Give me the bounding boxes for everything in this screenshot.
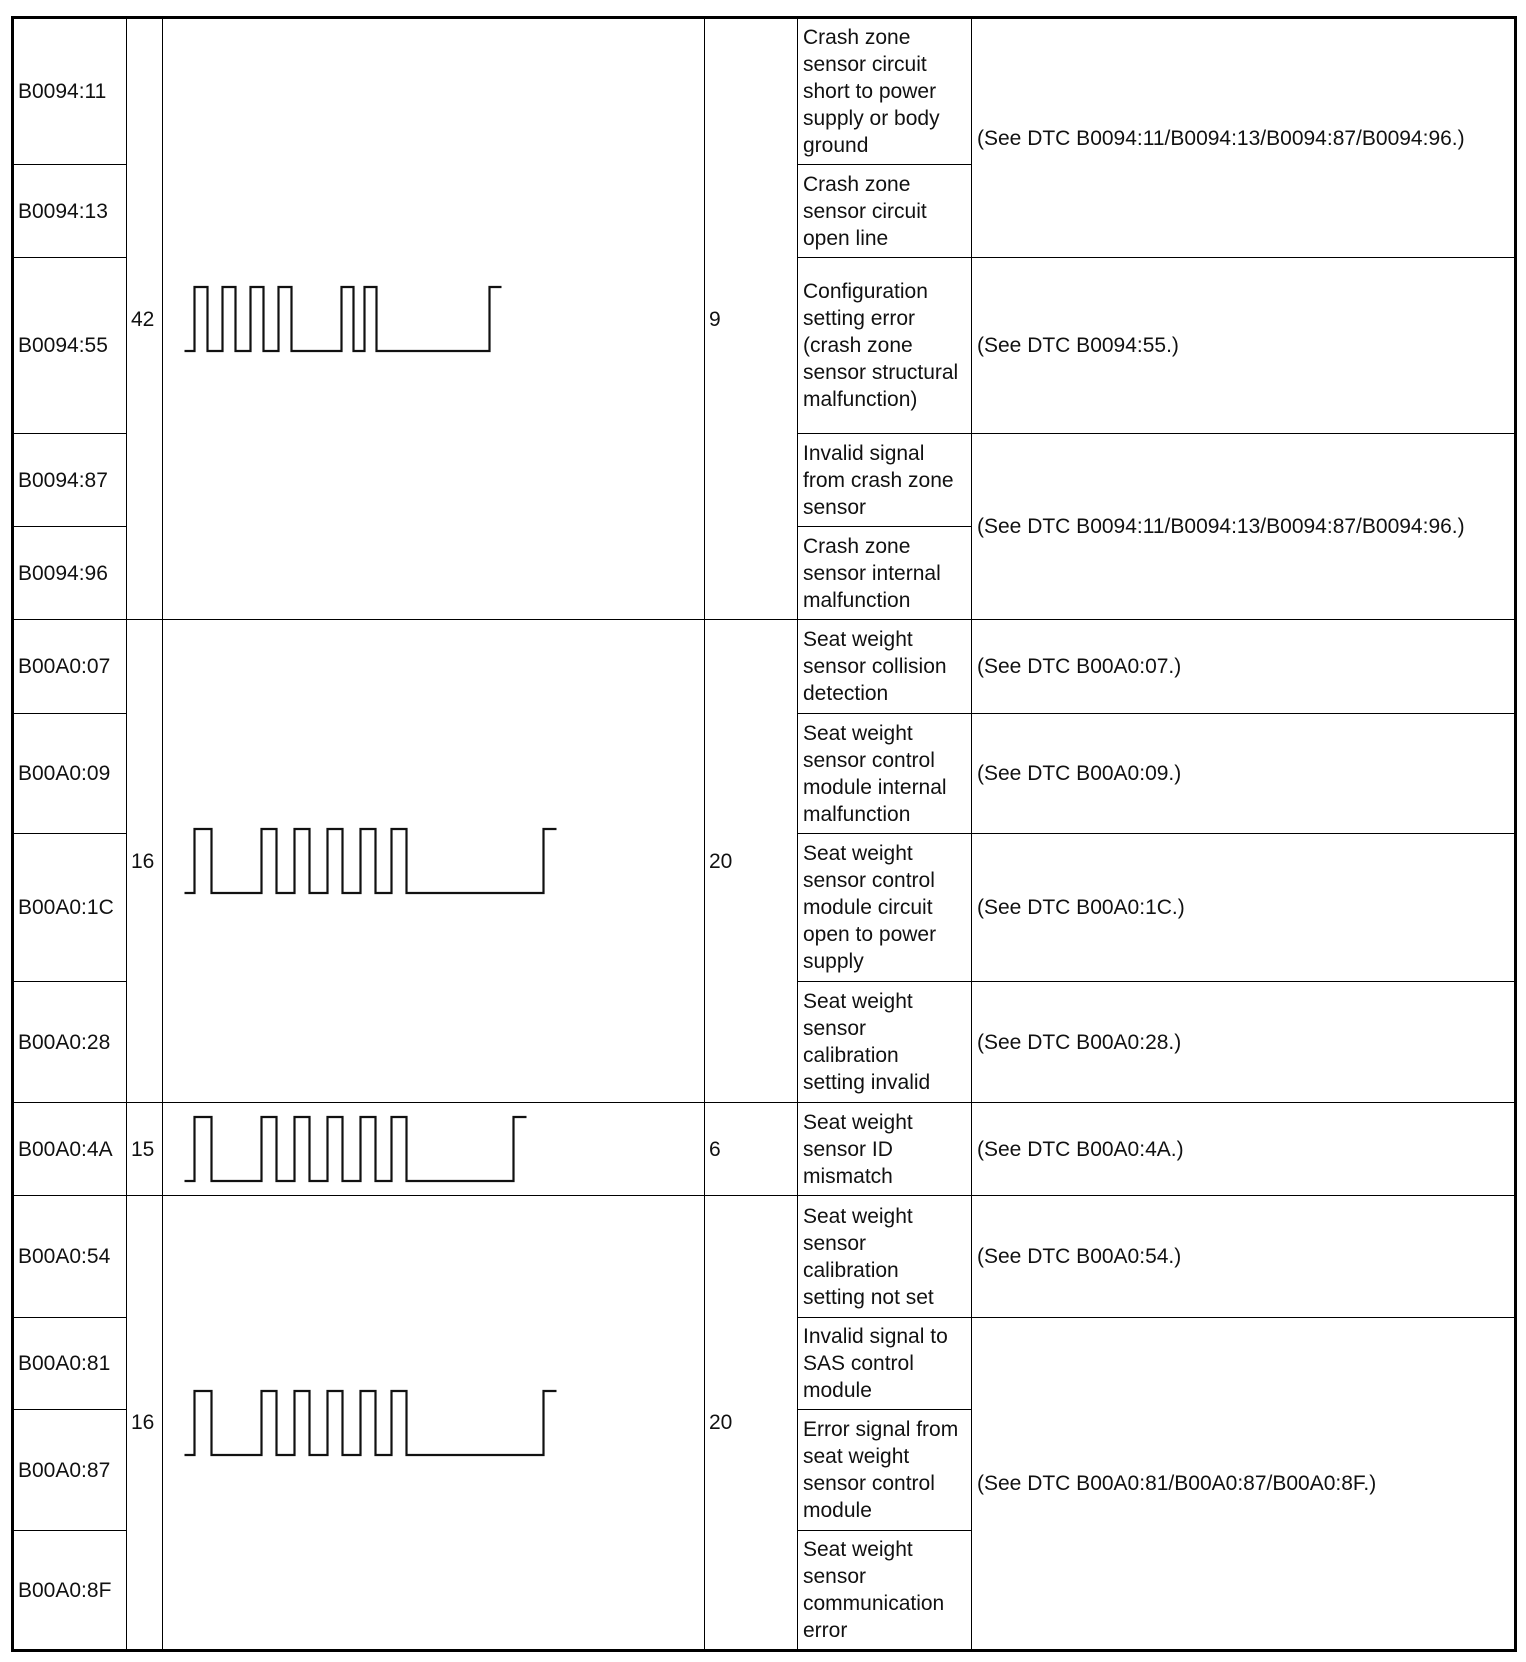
action: (See DTC B0094:11/B0094:13/B0094:87/B009… (971, 17, 1516, 258)
description: Crash zone sensor circuit open line (797, 164, 972, 258)
count-a: 42 (126, 17, 163, 620)
description: Seat weight sensor ID mismatch (797, 1102, 972, 1196)
waveform (184, 827, 557, 895)
dtc-code: B00A0:09 (12, 713, 127, 834)
description: Invalid signal from crash zone sensor (797, 433, 972, 527)
waveform-line (184, 827, 557, 895)
dtc-code: B00A0:54 (12, 1195, 127, 1318)
description: Seat weight sensor calibration setting n… (797, 1195, 972, 1318)
count-a: 16 (126, 619, 163, 1103)
description: Crash zone sensor internal malfunction (797, 526, 972, 620)
waveform-cell (162, 1102, 705, 1196)
action: (See DTC B00A0:09.) (971, 713, 1516, 834)
action: (See DTC B00A0:81/B00A0:87/B00A0:8F.) (971, 1317, 1516, 1651)
dtc-code: B0094:55 (12, 257, 127, 434)
waveform (184, 285, 502, 353)
action: (See DTC B0094:11/B0094:13/B0094:87/B009… (971, 433, 1516, 620)
count-b: 20 (704, 1195, 798, 1651)
dtc-code: B00A0:1C (12, 833, 127, 982)
waveform (184, 1115, 527, 1183)
action: (See DTC B00A0:1C.) (971, 833, 1516, 982)
waveform-line (184, 285, 502, 353)
waveform-cell (162, 619, 705, 1103)
waveform-cell (162, 1195, 705, 1651)
waveform-line (184, 1389, 557, 1456)
count-b: 9 (704, 17, 798, 620)
count-b: 20 (704, 619, 798, 1103)
description: Seat weight sensor collision detection (797, 619, 972, 714)
description: Crash zone sensor circuit short to power… (797, 17, 972, 165)
description: Invalid signal to SAS control module (797, 1317, 972, 1410)
description: Seat weight sensor control module intern… (797, 713, 972, 834)
count-a: 15 (126, 1102, 163, 1196)
description: Seat weight sensor control module circui… (797, 833, 972, 982)
dtc-table: B0094:11 42 9 Crash zone sensor circuit … (11, 16, 1517, 1652)
dtc-code: B0094:13 (12, 164, 127, 258)
dtc-code: B00A0:28 (12, 981, 127, 1103)
count-a: 16 (126, 1195, 163, 1651)
dtc-code: B0094:11 (12, 17, 127, 165)
dtc-code: B00A0:8F (12, 1530, 127, 1651)
dtc-code: B00A0:81 (12, 1317, 127, 1410)
description: Seat weight sensor calibration setting i… (797, 981, 972, 1103)
waveform-line (184, 1115, 527, 1183)
description: Error signal from seat weight sensor con… (797, 1409, 972, 1531)
dtc-code: B00A0:4A (12, 1102, 127, 1196)
action: (See DTC B00A0:28.) (971, 981, 1516, 1103)
dtc-code: B0094:96 (12, 526, 127, 620)
waveform (184, 1389, 557, 1456)
dtc-code: B00A0:87 (12, 1409, 127, 1531)
dtc-code: B0094:87 (12, 433, 127, 527)
action: (See DTC B00A0:4A.) (971, 1102, 1516, 1196)
waveform-cell (162, 17, 705, 620)
count-b: 6 (704, 1102, 798, 1196)
description: Seat weight sensor communication error (797, 1530, 972, 1651)
action: (See DTC B0094:55.) (971, 257, 1516, 434)
action: (See DTC B00A0:54.) (971, 1195, 1516, 1318)
action: (See DTC B00A0:07.) (971, 619, 1516, 714)
dtc-code: B00A0:07 (12, 619, 127, 714)
description: Configuration setting error (crash zone … (797, 257, 972, 434)
